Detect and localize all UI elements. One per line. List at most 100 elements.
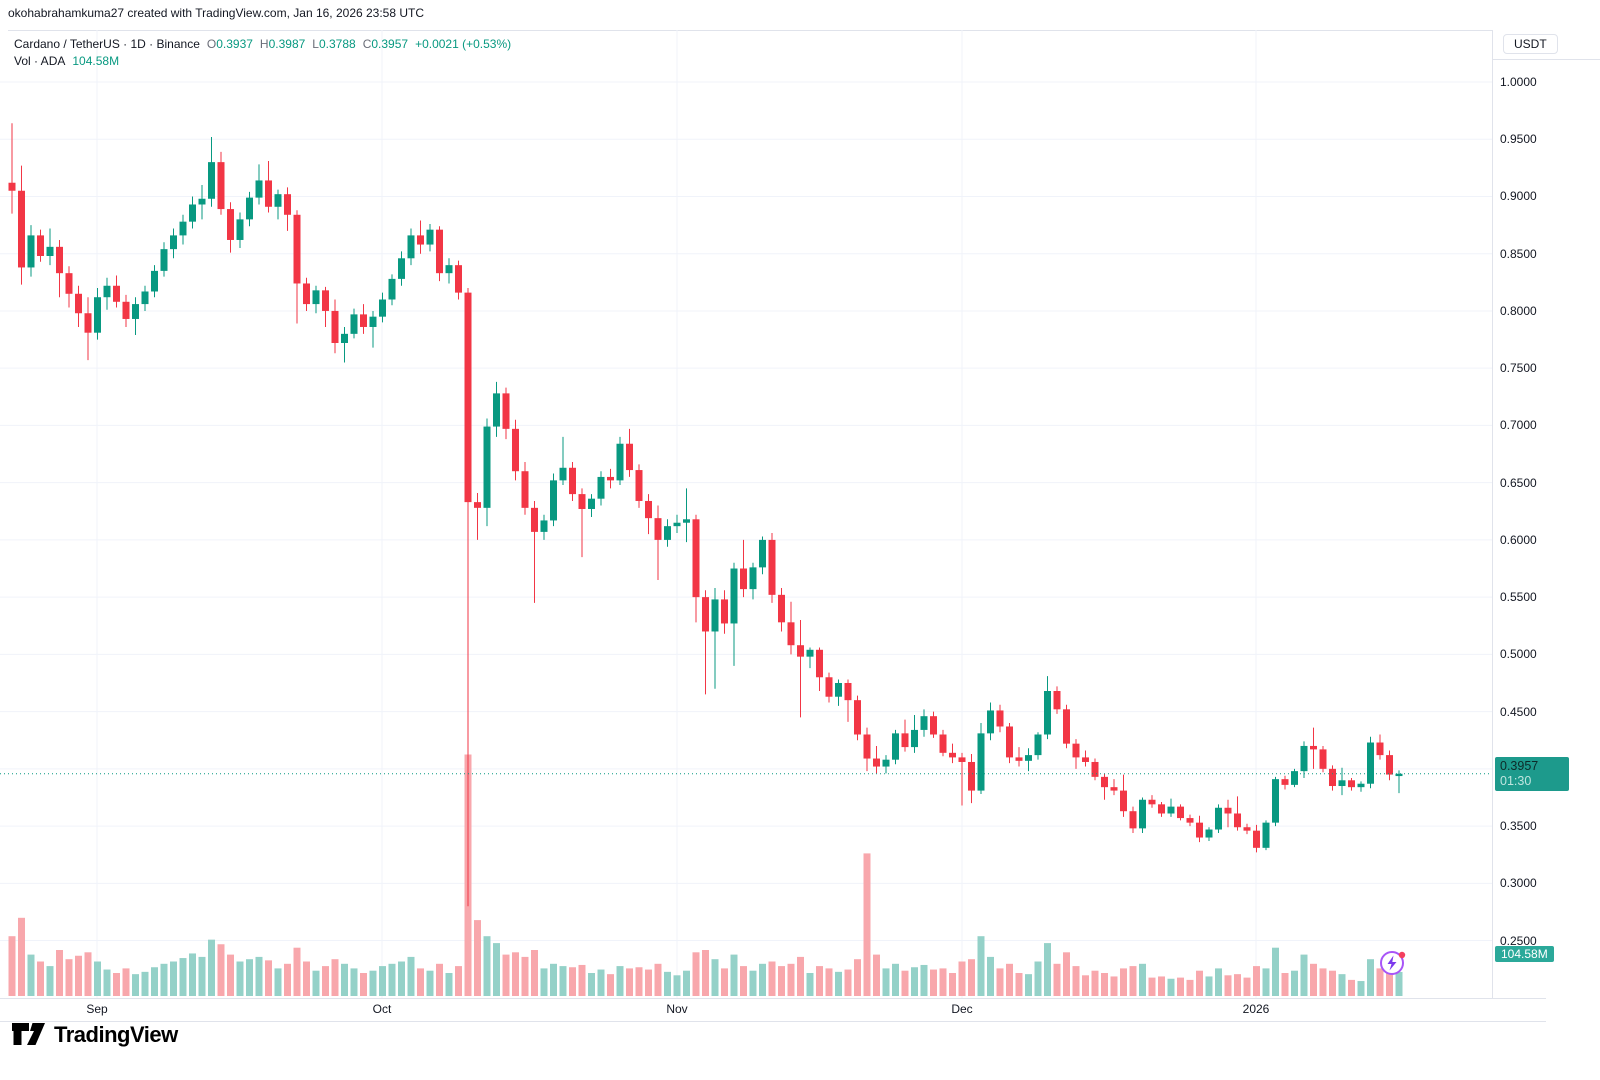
volume-bar — [1196, 970, 1203, 996]
tradingview-logo[interactable]: TradingView — [12, 1022, 178, 1048]
candle — [512, 428, 519, 472]
volume-bar — [1234, 974, 1241, 996]
candle — [1072, 743, 1080, 758]
candle — [939, 734, 947, 753]
price-axis-label: 0.6500 — [1500, 475, 1537, 490]
candle — [455, 265, 462, 293]
candle — [369, 316, 377, 327]
candle — [673, 522, 681, 527]
price-axis-label: 0.8500 — [1500, 246, 1537, 261]
volume-bar — [1129, 966, 1137, 996]
candle — [227, 209, 234, 240]
candle — [930, 716, 937, 735]
volume-bar — [835, 971, 842, 996]
volume-value: 104.58M — [72, 54, 120, 68]
price-pane[interactable]: Cardano / TetherUS · 1D · Binance O0.3937… — [0, 30, 1492, 998]
volume-bar — [160, 963, 168, 996]
volume-bar — [1338, 974, 1346, 996]
volume-bar — [1044, 943, 1051, 996]
candle — [1082, 757, 1089, 762]
candle — [483, 426, 491, 508]
candle — [958, 757, 966, 762]
candle — [711, 599, 719, 632]
lightning-marker-icon[interactable] — [1378, 948, 1408, 978]
volume-label[interactable]: Vol · ADA — [14, 54, 66, 68]
time-axis-label: Dec — [951, 1002, 973, 1016]
candle — [331, 310, 339, 344]
candle — [151, 270, 158, 292]
candle — [303, 283, 310, 305]
candle — [740, 568, 747, 590]
volume-bar — [1025, 974, 1032, 996]
candle — [312, 290, 320, 305]
candle — [977, 733, 985, 791]
volume-bar — [892, 963, 899, 996]
candle — [141, 291, 149, 305]
volume-bar — [825, 968, 833, 996]
candle — [607, 476, 614, 481]
candlestick-chart-canvas[interactable] — [0, 30, 1492, 998]
price-axis[interactable]: USDT 0.3957 01:30 104.58M 1.0000 0.9500 0.… — [1492, 30, 1600, 1018]
volume-bar — [274, 968, 282, 996]
volume-bar — [654, 963, 662, 996]
candle — [1015, 757, 1023, 761]
candle — [1139, 799, 1146, 829]
candle — [350, 314, 358, 334]
volume-bar — [1148, 977, 1156, 996]
volume-bar — [749, 970, 757, 996]
volume-bar — [778, 966, 785, 996]
volume-bar — [1091, 970, 1099, 996]
volume-bar — [65, 959, 73, 996]
volume-bar — [179, 958, 187, 996]
volume-bar — [312, 970, 320, 996]
volume-bar — [227, 954, 234, 996]
candle — [255, 180, 263, 198]
candle — [407, 235, 415, 259]
candle — [1025, 755, 1032, 761]
time-axis[interactable]: Sep Oct Nov Dec 2026 — [0, 998, 1546, 1022]
volume-bar — [626, 968, 633, 996]
volume-bar — [1158, 976, 1165, 996]
volume-bar — [711, 959, 719, 996]
candle — [873, 758, 880, 767]
volume-bar — [331, 959, 339, 996]
candle — [996, 710, 1004, 727]
candle — [1158, 804, 1165, 814]
volume-bar — [1167, 978, 1175, 996]
volume-bar — [759, 963, 766, 996]
volume-bar — [474, 920, 481, 996]
candle — [217, 162, 225, 210]
volume-bar — [1224, 975, 1232, 996]
candle — [1120, 790, 1127, 812]
time-axis-label: Oct — [372, 1002, 392, 1016]
candle — [550, 480, 557, 521]
volume-bar — [84, 952, 92, 996]
volume-bar — [730, 954, 738, 996]
volume-bar — [740, 966, 747, 996]
last-price-value: 0.3957 — [1500, 758, 1539, 773]
low-value: 0.3788 — [318, 37, 356, 51]
candle — [1272, 779, 1279, 823]
candle — [1310, 745, 1317, 750]
candle — [1376, 742, 1384, 756]
volume-bar — [217, 944, 225, 996]
volume-bar — [787, 963, 795, 996]
currency-toggle-button[interactable]: USDT — [1503, 34, 1558, 54]
candle — [208, 162, 215, 199]
close-label: C — [362, 37, 372, 51]
candle — [1234, 813, 1241, 828]
candle — [1291, 771, 1298, 785]
candle — [987, 710, 994, 734]
symbol-title[interactable]: Cardano / TetherUS · 1D · Binance — [14, 37, 200, 51]
candle — [911, 729, 918, 748]
candle — [360, 314, 367, 327]
candle — [626, 443, 633, 471]
lightning-icon — [1380, 951, 1406, 975]
volume-bars — [8, 754, 1403, 996]
volume-bar — [1291, 970, 1298, 996]
volume-bar — [8, 936, 16, 996]
candle — [436, 229, 443, 274]
time-axis-label: 2026 — [1242, 1002, 1270, 1016]
candle — [236, 219, 244, 240]
volume-bar — [683, 970, 690, 996]
